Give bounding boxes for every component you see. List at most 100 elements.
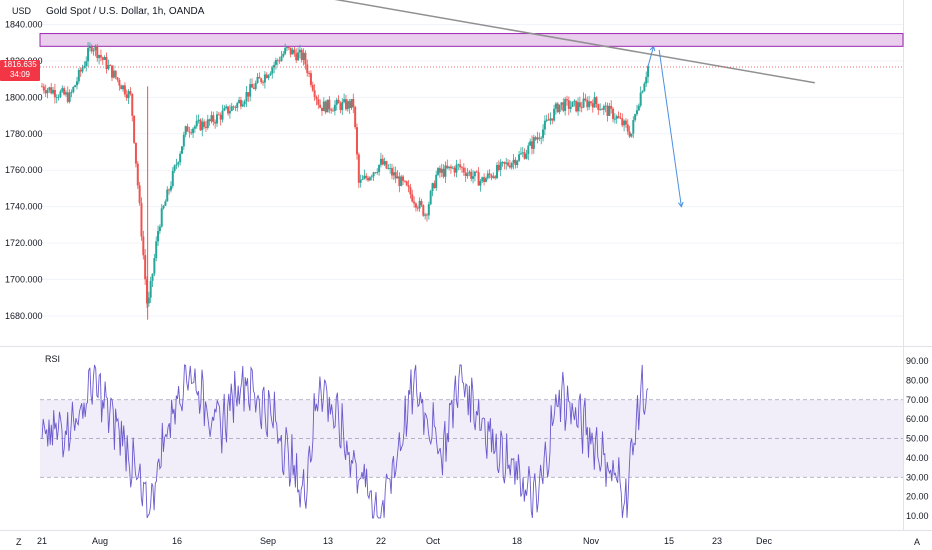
candle-body bbox=[280, 56, 283, 62]
candle-body bbox=[368, 177, 371, 181]
candle-body bbox=[599, 109, 602, 111]
candle-body bbox=[245, 92, 248, 102]
candle-body bbox=[61, 88, 64, 92]
candle-body bbox=[647, 66, 650, 77]
candle-body bbox=[131, 93, 134, 116]
candle-body bbox=[289, 47, 292, 55]
candle-body bbox=[122, 85, 125, 90]
candle-body bbox=[149, 280, 152, 298]
candle-body bbox=[256, 76, 259, 83]
candle-body bbox=[53, 89, 56, 98]
candle-body bbox=[225, 106, 228, 109]
candle-body bbox=[499, 162, 502, 170]
candle-body bbox=[577, 102, 580, 112]
candle-body bbox=[571, 101, 574, 107]
auto-scale-toggle[interactable]: A bbox=[914, 537, 921, 547]
candle-body bbox=[42, 86, 45, 91]
candle-body bbox=[624, 120, 627, 125]
candle-body bbox=[151, 273, 154, 281]
candle-body bbox=[359, 179, 362, 183]
candle-body bbox=[497, 164, 500, 170]
candle-body bbox=[453, 167, 456, 173]
candle-body bbox=[514, 159, 517, 166]
candle-body bbox=[575, 100, 578, 112]
candle-body bbox=[239, 99, 242, 107]
candle-body bbox=[315, 96, 318, 100]
candle-body bbox=[422, 205, 425, 216]
zoom-toggle[interactable]: Z bbox=[16, 537, 22, 547]
candle-body bbox=[508, 165, 511, 168]
candle-body bbox=[166, 189, 169, 202]
price-tick-label: 1760.000 bbox=[5, 165, 43, 175]
candle-body bbox=[74, 85, 77, 88]
candle-body bbox=[460, 167, 463, 169]
candle-body bbox=[335, 99, 338, 105]
candle-body bbox=[383, 161, 386, 165]
candle-body bbox=[501, 161, 504, 163]
candle-body bbox=[621, 118, 624, 126]
candle-body bbox=[418, 200, 421, 209]
candle-body bbox=[197, 119, 200, 121]
candle-body bbox=[567, 100, 570, 109]
candle-body bbox=[582, 98, 585, 108]
candle-body bbox=[44, 90, 47, 94]
candle-body bbox=[484, 178, 487, 182]
candle-body bbox=[473, 171, 476, 177]
candle-body bbox=[617, 116, 620, 118]
candle-body bbox=[641, 91, 644, 93]
candle-body bbox=[449, 166, 452, 169]
candle-body bbox=[206, 119, 209, 128]
candle-body bbox=[175, 164, 178, 166]
candle-body bbox=[414, 203, 417, 208]
candle-body bbox=[249, 84, 252, 97]
projection-arrow-up-head bbox=[649, 45, 656, 52]
candle-body bbox=[232, 106, 235, 108]
candle-body bbox=[98, 55, 101, 59]
candle-body bbox=[538, 137, 541, 139]
candle-body bbox=[610, 105, 613, 109]
candle-body bbox=[361, 178, 364, 180]
price-tick-label: 1780.000 bbox=[5, 129, 43, 139]
candle-body bbox=[613, 118, 616, 120]
candle-body bbox=[64, 92, 67, 95]
rsi-tick-label: 40.00 bbox=[906, 453, 929, 463]
candle-body bbox=[554, 103, 557, 109]
candle-body bbox=[547, 119, 550, 121]
candle-body bbox=[142, 236, 145, 256]
candle-body bbox=[429, 191, 432, 205]
candle-body bbox=[481, 177, 484, 181]
candle-body bbox=[597, 104, 600, 110]
candle-body bbox=[409, 187, 412, 195]
candle-body bbox=[381, 158, 384, 165]
candle-body bbox=[313, 90, 316, 97]
candle-body bbox=[466, 173, 469, 177]
candle-body bbox=[529, 141, 532, 146]
candle-body bbox=[560, 102, 563, 105]
candle-body bbox=[608, 105, 611, 116]
candle-body bbox=[494, 176, 497, 179]
candle-body bbox=[238, 99, 241, 104]
candle-body bbox=[578, 102, 581, 108]
candle-body bbox=[411, 194, 414, 202]
candle-body bbox=[407, 185, 410, 188]
candle-body bbox=[589, 101, 592, 104]
time-tick-label: 22 bbox=[376, 536, 386, 546]
candle-body bbox=[534, 137, 537, 140]
rsi-tick-label: 20.00 bbox=[906, 492, 929, 502]
candle-body bbox=[324, 101, 327, 113]
candle-body bbox=[227, 106, 230, 114]
candle-body bbox=[77, 70, 80, 82]
candle-body bbox=[389, 168, 392, 169]
currency-label: USD bbox=[12, 6, 32, 16]
candle-body bbox=[271, 67, 274, 74]
candle-body bbox=[584, 98, 587, 101]
candle-body bbox=[623, 120, 626, 126]
candle-body bbox=[236, 103, 239, 108]
candle-body bbox=[263, 74, 266, 83]
candle-body bbox=[486, 173, 489, 179]
candle-body bbox=[153, 258, 156, 274]
candle-body bbox=[234, 107, 237, 108]
rsi-tick-label: 60.00 bbox=[906, 414, 929, 424]
candle-body bbox=[595, 97, 598, 105]
